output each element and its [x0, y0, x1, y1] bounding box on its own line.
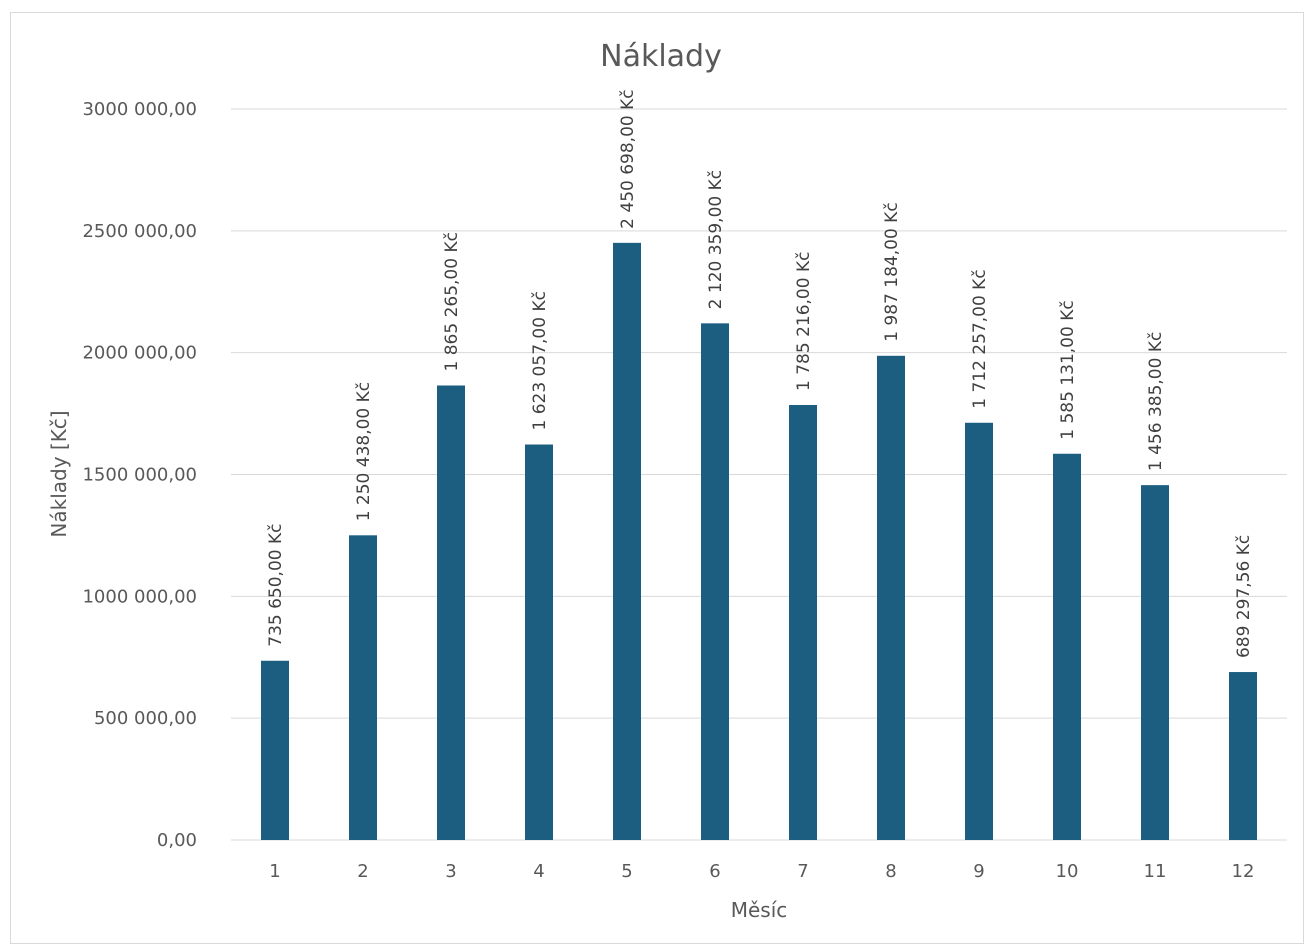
y-axis-ticks: 0,00 500 000,00 1000 000,00 1500 000,00 2000…: [82, 99, 197, 851]
data-label: 1 250 438,00 Kč: [354, 382, 374, 521]
x-tick-label: 10: [1056, 861, 1079, 882]
bar: [261, 660, 289, 840]
y-tick-label: 3000 000,00: [82, 99, 197, 120]
data-label: 735 650,00 Kč: [266, 524, 286, 647]
bar: [1141, 485, 1169, 840]
x-tick-label: 8: [885, 861, 896, 882]
bar: [789, 405, 817, 840]
data-label: 689 297,56 Kč: [1234, 535, 1254, 658]
bar: [613, 242, 641, 841]
data-label: 1 712 257,00 Kč: [970, 269, 990, 408]
x-tick-label: 9: [973, 861, 984, 882]
data-label: 2 450 698,00 Kč: [618, 89, 638, 228]
data-label: 1 585 131,00 Kč: [1058, 300, 1078, 439]
chart-frame: [10, 12, 1304, 944]
x-tick-label: 7: [797, 861, 808, 882]
y-tick-label: 1000 000,00: [82, 586, 197, 607]
x-tick-label: 12: [1232, 861, 1255, 882]
chart-title: Náklady: [600, 39, 722, 74]
bars: [261, 242, 1257, 841]
x-axis-ticks: 1 2 3 4 5 6 7 8 9 10 11 12: [269, 861, 1254, 882]
bar: [1053, 453, 1081, 840]
data-label: 1 785 216,00 Kč: [794, 252, 814, 391]
data-label: 1 456 385,00 Kč: [1146, 332, 1166, 471]
bar: [701, 323, 729, 840]
y-tick-label: 1500 000,00: [82, 465, 197, 486]
bar: [965, 422, 993, 840]
data-label: 1 623 057,00 Kč: [530, 291, 550, 430]
x-tick-label: 6: [709, 861, 720, 882]
bar: [877, 355, 905, 840]
data-label: 1 987 184,00 Kč: [882, 202, 902, 341]
y-tick-label: 2000 000,00: [82, 343, 197, 364]
data-labels: 735 650,00 Kč 1 250 438,00 Kč 1 865 265,00…: [266, 89, 1254, 658]
bar: [525, 444, 553, 840]
y-axis-title: Náklady [Kč]: [47, 410, 71, 537]
x-tick-label: 5: [621, 861, 632, 882]
bar: [349, 535, 377, 840]
data-label: 1 865 265,00 Kč: [442, 232, 462, 371]
bar: [1229, 672, 1257, 840]
x-tick-label: 4: [533, 861, 544, 882]
y-tick-label: 2500 000,00: [82, 221, 197, 242]
bar: [437, 385, 465, 840]
data-label: 2 120 359,00 Kč: [706, 170, 726, 309]
x-tick-label: 3: [445, 861, 456, 882]
gridlines: [231, 108, 1287, 841]
x-tick-label: 1: [269, 861, 280, 882]
x-tick-label: 2: [357, 861, 368, 882]
y-tick-label: 500 000,00: [94, 708, 197, 729]
x-tick-label: 11: [1144, 861, 1167, 882]
y-tick-label: 0,00: [157, 830, 197, 851]
x-axis-title: Měsíc: [731, 898, 788, 922]
